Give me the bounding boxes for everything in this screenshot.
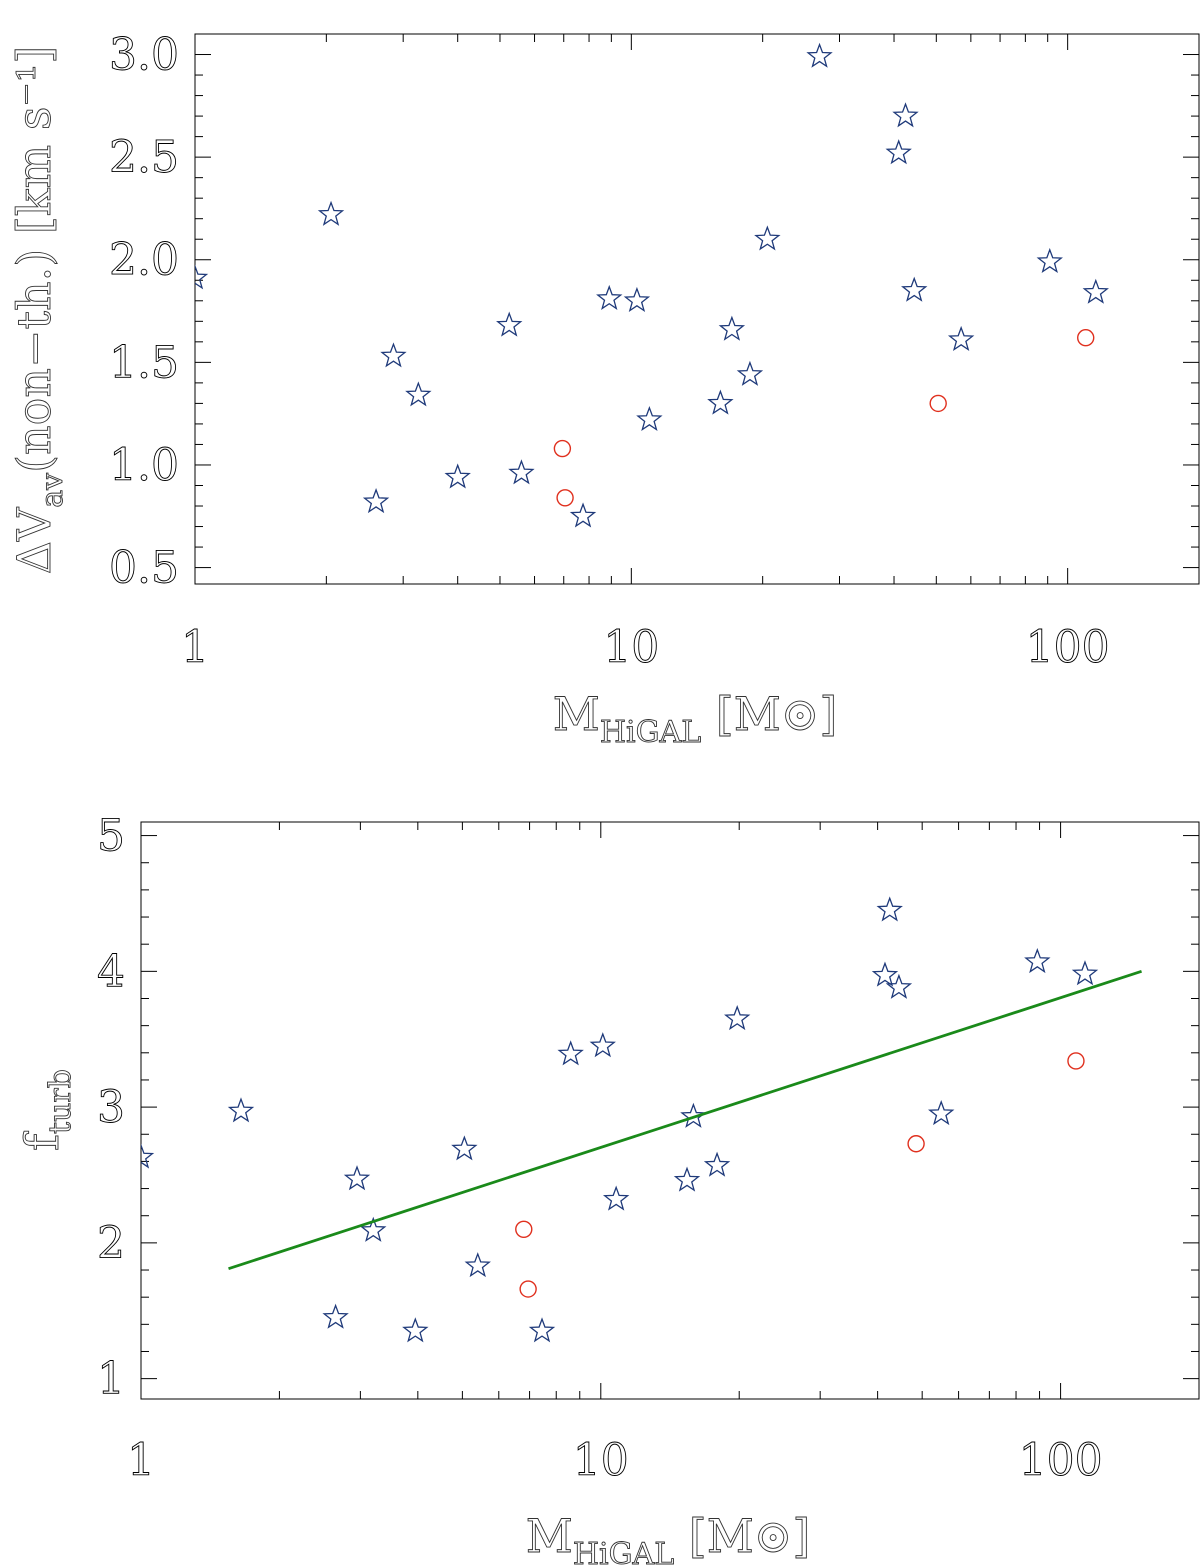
- star-point: [508, 459, 535, 485]
- star-point: [623, 286, 651, 313]
- star-point: [380, 342, 407, 368]
- star-point: [1071, 960, 1099, 986]
- star-point: [636, 405, 663, 432]
- x-tick-label: 100: [1026, 622, 1110, 673]
- y-axis-label-main: f: [15, 1131, 69, 1151]
- y-axis-label: ΔVav(non−th.) [km s⁻¹]: [7, 46, 70, 574]
- y-tick-label: 4: [97, 946, 125, 997]
- x-tick-label: 10: [603, 622, 659, 673]
- x-tick-label: 100: [1019, 1435, 1103, 1486]
- y-tick-label: 3.0: [109, 30, 179, 81]
- star-point: [360, 1216, 387, 1242]
- x-axis-label-main: M: [553, 687, 600, 741]
- star-point: [928, 1100, 955, 1126]
- y-axis-label-sub: av: [35, 473, 70, 508]
- star-point: [885, 973, 913, 999]
- star-point: [680, 1102, 707, 1128]
- x-tick-label: 10: [573, 1435, 629, 1486]
- x-tick-label: 1: [127, 1435, 155, 1486]
- plot-frame: [140, 821, 1200, 1400]
- star-point: [444, 463, 471, 489]
- star-point: [724, 1004, 751, 1031]
- star-point: [322, 1303, 349, 1329]
- circle-point: [1077, 329, 1095, 347]
- circle-point: [929, 394, 947, 413]
- x-axis-label-rest: [M⊙]: [701, 687, 837, 741]
- top-plot: 1 10 100 0.5 1.0 1.5 2.0 2.5 3.0 MHiGAL [M⊙] ΔVav(…: [7, 29, 1200, 750]
- y-axis-label-main: ΔV: [7, 507, 61, 574]
- star-point: [596, 284, 623, 310]
- y-axis-label-sub: turb: [43, 1069, 78, 1134]
- star-point: [718, 315, 746, 341]
- star-point: [557, 1040, 584, 1066]
- y-tick-label: 2.5: [109, 132, 179, 183]
- circle-point: [515, 1220, 533, 1238]
- star-point: [673, 1166, 701, 1192]
- star-point: [947, 325, 975, 352]
- star-point: [141, 1143, 155, 1169]
- star-point: [892, 102, 919, 128]
- x-axis-label: MHiGAL [M⊙]: [553, 687, 838, 750]
- star-point: [885, 139, 912, 165]
- star-point: [736, 360, 764, 386]
- y-axis-label-rest: (non−th.) [km s⁻¹]: [7, 46, 61, 473]
- star-point: [901, 276, 928, 302]
- star-point: [1024, 947, 1051, 974]
- bottom-plot: 1 10 100 1 2 3 4 5 MHiGAL [M⊙] fturb: [15, 810, 1200, 1565]
- star-point: [464, 1252, 491, 1278]
- star-point: [707, 389, 734, 415]
- data-layer: [141, 896, 1142, 1343]
- star-point: [402, 1317, 429, 1343]
- star-point: [1082, 278, 1109, 304]
- star-point: [876, 896, 903, 922]
- circle-point: [553, 439, 572, 458]
- y-tick-label: 5: [97, 811, 125, 862]
- fit-line: [228, 970, 1142, 1270]
- star-point: [227, 1097, 255, 1123]
- circle-point: [1067, 1052, 1085, 1070]
- y-tick-label: 3: [97, 1082, 125, 1133]
- star-point: [871, 961, 899, 987]
- star-point: [451, 1135, 478, 1161]
- star-point: [1036, 247, 1063, 274]
- x-tick-label: 1: [181, 622, 209, 673]
- star-point: [496, 311, 523, 337]
- y-tick-label: 1.5: [109, 337, 179, 388]
- x-axis-label-sub: HiGAL: [573, 1537, 674, 1565]
- star-point: [703, 1151, 731, 1177]
- star-point: [528, 1317, 556, 1343]
- star-point: [405, 381, 432, 407]
- y-tick-label: 1.0: [109, 440, 179, 491]
- star-point: [195, 264, 209, 290]
- star-point: [317, 200, 345, 226]
- plot-frame: [194, 33, 1200, 585]
- circle-point: [556, 489, 574, 507]
- y-tick-label: 2.0: [109, 235, 179, 286]
- star-point: [589, 1032, 616, 1058]
- star-point: [569, 502, 597, 528]
- data-layer: [195, 42, 1109, 528]
- x-axis-label: MHiGAL [M⊙]: [526, 1509, 811, 1565]
- x-axis-label-rest: [M⊙]: [674, 1509, 810, 1563]
- y-axis-label: fturb: [15, 1069, 78, 1151]
- star-point: [806, 42, 833, 68]
- star-point: [362, 488, 390, 514]
- star-point: [602, 1185, 630, 1211]
- x-axis-label-sub: HiGAL: [600, 715, 701, 750]
- y-tick-label: 1: [97, 1354, 125, 1405]
- star-point: [754, 225, 781, 251]
- y-tick-label: 2: [97, 1218, 125, 1269]
- star-point: [343, 1165, 371, 1191]
- y-tick-label: 0.5: [109, 543, 179, 594]
- x-axis-label-main: M: [526, 1509, 573, 1563]
- circle-point: [907, 1135, 925, 1153]
- circle-point: [519, 1280, 537, 1298]
